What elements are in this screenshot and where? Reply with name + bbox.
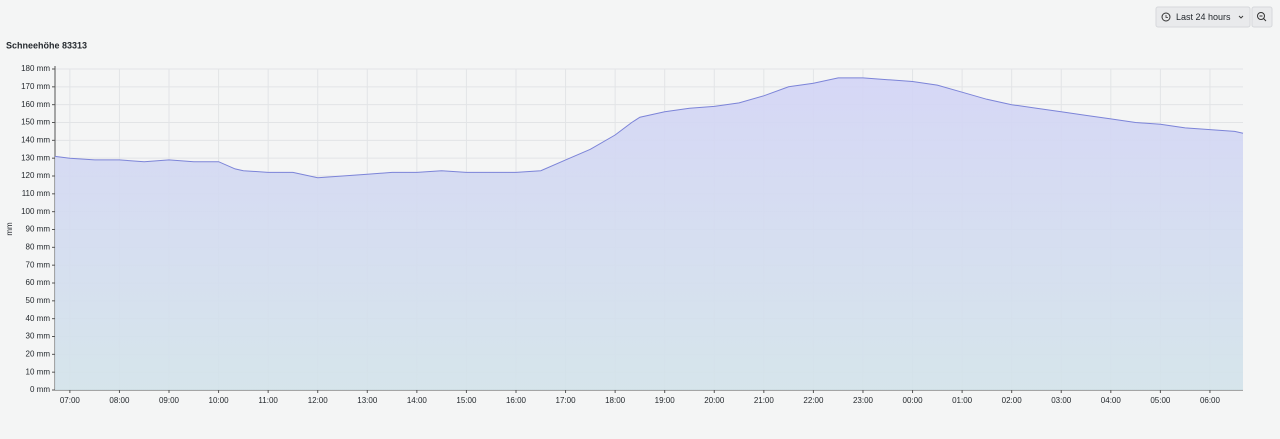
- x-tick-label: 04:00: [1101, 396, 1122, 405]
- zoom-icon-detail: [1259, 15, 1267, 22]
- y-tick-label: 90 mm: [26, 225, 51, 234]
- x-tick-label: 05:00: [1150, 396, 1171, 405]
- y-tick-label: 50 mm: [26, 296, 51, 305]
- x-tick-label: 19:00: [655, 396, 676, 405]
- time-range-label[interactable]: Last 24 hours: [1176, 12, 1231, 22]
- y-tick-label: 150 mm: [21, 118, 50, 127]
- panel-title: Schneehöhe 83313: [6, 40, 87, 50]
- x-tick-label: 11:00: [258, 396, 278, 405]
- x-tick-label: 08:00: [109, 396, 130, 405]
- zoom-button[interactable]: [1251, 6, 1273, 28]
- y-tick-label: 60 mm: [26, 278, 51, 287]
- x-tick-label: 16:00: [506, 396, 527, 405]
- zoom-icon: [1257, 12, 1265, 20]
- y-tick-label: 70 mm: [26, 260, 51, 269]
- y-tick-label: 30 mm: [26, 332, 51, 341]
- x-tick-label: 00:00: [903, 396, 924, 405]
- y-tick-label: 130 mm: [21, 153, 50, 162]
- x-tick-label: 07:00: [60, 396, 81, 405]
- x-tick-label: 09:00: [159, 396, 180, 405]
- x-tick-label: 01:00: [952, 396, 973, 405]
- x-tick-label: 21:00: [754, 396, 775, 405]
- area: [55, 77, 1243, 391]
- y-tick-label: 160 mm: [21, 100, 50, 109]
- y-axis-label: mm: [5, 222, 14, 236]
- x-tick-label: 13:00: [357, 396, 378, 405]
- x-tick-label: 02:00: [1002, 396, 1023, 405]
- y-tick-label: 120 mm: [21, 171, 50, 180]
- x-tick-label: 06:00: [1200, 396, 1221, 405]
- y-tick-label: 80 mm: [26, 242, 51, 251]
- y-tick-label: 20 mm: [26, 349, 51, 358]
- x-tick-label: 03:00: [1051, 396, 1072, 405]
- x-tick-label: 12:00: [308, 396, 329, 405]
- y-tick-label: 100 mm: [21, 207, 50, 216]
- x-tick-label: 15:00: [456, 396, 477, 405]
- zoom-out-button[interactable]: [1251, 6, 1273, 28]
- x-tick-label: 18:00: [605, 396, 626, 405]
- y-tick-label: 170 mm: [21, 82, 50, 91]
- y-tick-label: 180 mm: [21, 64, 50, 73]
- x-tick-label: 17:00: [556, 396, 577, 405]
- chevron: [1238, 15, 1244, 19]
- y-tick-label: 0 mm: [30, 385, 50, 394]
- clock-hands: [1165, 15, 1168, 18]
- line: [54, 77, 1244, 179]
- x-tick-label: 22:00: [803, 396, 824, 405]
- clock-icon: [1161, 12, 1171, 22]
- y-tick-label: 40 mm: [26, 314, 51, 323]
- x-tick-label: 23:00: [853, 396, 874, 405]
- y-tick-label: 10 mm: [26, 367, 51, 376]
- y-tick-label: 110 mm: [22, 189, 51, 198]
- x-tick-label: 14:00: [407, 396, 428, 405]
- time-range-picker[interactable]: Last 24 hours: [1155, 6, 1251, 28]
- time-range-button[interactable]: [1155, 6, 1251, 28]
- y-tick-label: 140 mm: [21, 135, 50, 144]
- x-tick-label: 20:00: [704, 396, 725, 405]
- x-tick-label: 10:00: [209, 396, 230, 405]
- plot: 0 mm 10 mm 20 mm 30 mm 40 mm 50 mm 60 mm 70 mm 8…: [21, 64, 1244, 405]
